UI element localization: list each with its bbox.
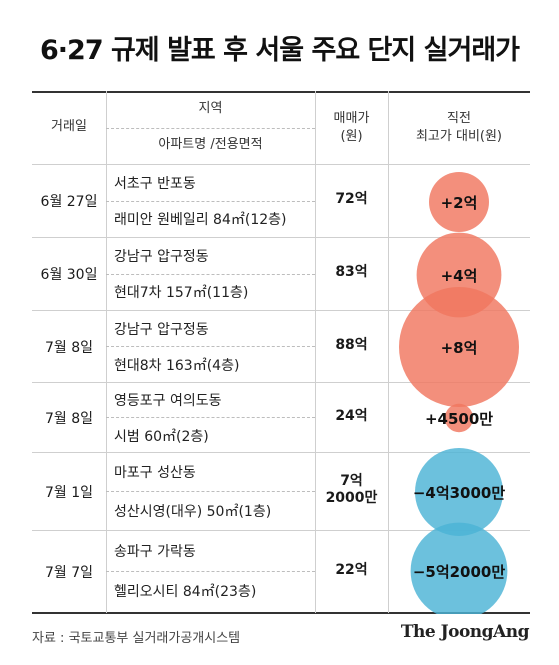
row-price: 83억	[335, 264, 368, 280]
row-date: 6월 27일	[40, 194, 98, 210]
row-price: 24억	[335, 408, 368, 424]
row-region: 송파구 가락동	[114, 544, 196, 560]
header-apt: 아파트명 /전용면적	[158, 137, 263, 152]
row-dash	[106, 571, 315, 572]
bubble-4	[444, 403, 474, 433]
header-region: 지역	[198, 101, 223, 116]
header-date: 거래일	[51, 119, 87, 134]
row-region: 강남구 압구정동	[114, 249, 209, 265]
row-dash	[106, 274, 315, 275]
price-table: 거래일 지역 아파트명 /전용면적 매매가 (원) 직전 최고가 대비(원) +…	[32, 91, 530, 614]
row-divider	[32, 237, 530, 238]
publisher-logo: The JoongAng	[400, 622, 530, 642]
source-note: 자료 : 국토교통부 실거래가공개시스템	[32, 631, 241, 646]
bubble-label-6: −5억2000만	[413, 563, 506, 581]
row-divider	[32, 530, 530, 531]
row-dash	[106, 201, 315, 202]
bubble-label-4: +4500만	[425, 410, 493, 428]
row-dash	[106, 417, 315, 418]
row-divider	[32, 382, 530, 383]
row-apt: 현대7차 157㎡(11층)	[114, 285, 249, 301]
column-divider	[315, 91, 316, 613]
row-region: 강남구 압구정동	[114, 322, 209, 338]
table-bottom-border	[32, 612, 530, 614]
row-date: 7월 7일	[44, 565, 94, 581]
bubble-label-2: +4억	[441, 267, 478, 285]
row-region: 영등포구 여의도동	[114, 393, 222, 409]
row-price: 7억 2000만	[325, 473, 378, 506]
row-apt: 성산시영(대우) 50㎡(1층)	[114, 504, 272, 520]
row-apt: 래미안 원베일리 84㎡(12층)	[114, 212, 287, 228]
row-apt: 헬리오시티 84㎡(23층)	[114, 584, 257, 600]
row-price: 72억	[335, 191, 368, 207]
row-region: 서초구 반포동	[114, 176, 196, 192]
column-divider	[388, 91, 389, 613]
row-date: 6월 30일	[40, 267, 98, 283]
bubble-6	[410, 522, 508, 614]
row-price: 88억	[335, 337, 368, 353]
header-price: 매매가 (원)	[333, 111, 370, 144]
bubble-1	[429, 172, 489, 232]
row-date: 7월 1일	[44, 485, 94, 501]
bubble-5	[415, 448, 503, 536]
header-dash	[106, 128, 315, 129]
table-top-border	[32, 91, 530, 93]
chart-title: 6·27 규제 발표 후 서울 주요 단지 실거래가	[39, 35, 520, 66]
row-dash	[106, 346, 315, 347]
row-date: 7월 8일	[44, 340, 94, 356]
row-region: 마포구 성산동	[114, 465, 196, 481]
column-divider	[106, 91, 107, 613]
bubble-label-1: +2억	[441, 194, 478, 212]
row-divider	[32, 164, 530, 165]
row-dash	[106, 491, 315, 492]
row-price: 22억	[335, 562, 368, 578]
row-apt: 시범 60㎡(2층)	[114, 429, 209, 445]
row-divider	[32, 310, 530, 311]
bubble-chart: +2억 +4억 +8억 +4500만 −4억3000만 −5억2000만	[399, 172, 519, 614]
row-date: 7월 8일	[44, 411, 94, 427]
bubble-label-3: +8억	[441, 339, 478, 357]
bubble-label-5: −4억3000만	[413, 484, 506, 502]
row-divider	[32, 452, 530, 453]
bubble-3	[399, 287, 519, 407]
row-apt: 현대8차 163㎡(4층)	[114, 358, 240, 374]
header-diff: 직전 최고가 대비(원)	[415, 111, 503, 144]
